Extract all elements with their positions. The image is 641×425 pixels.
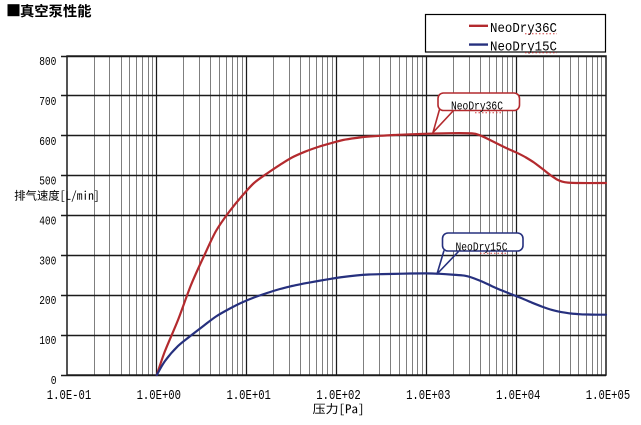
svg-text:400: 400 bbox=[39, 215, 56, 229]
svg-text:NeoDry36C: NeoDry36C bbox=[490, 21, 557, 37]
svg-text:1.0E+05: 1.0E+05 bbox=[586, 389, 630, 404]
svg-text:700: 700 bbox=[39, 95, 56, 109]
svg-text:100: 100 bbox=[39, 334, 56, 348]
svg-text:500: 500 bbox=[39, 175, 56, 189]
svg-text:1.0E-01: 1.0E-01 bbox=[47, 389, 91, 404]
svg-text:1.0E+02: 1.0E+02 bbox=[316, 389, 360, 404]
svg-text:NeoDry36C: NeoDry36C bbox=[451, 101, 503, 114]
svg-text:1.0E+04: 1.0E+04 bbox=[496, 389, 540, 404]
svg-text:600: 600 bbox=[39, 135, 56, 149]
svg-text:NeoDry15C: NeoDry15C bbox=[490, 40, 557, 56]
svg-text:1.0E+01: 1.0E+01 bbox=[227, 389, 271, 404]
svg-text:800: 800 bbox=[39, 55, 56, 69]
svg-text:200: 200 bbox=[39, 294, 56, 308]
svg-text:0: 0 bbox=[51, 374, 57, 388]
svg-text:1.0E+03: 1.0E+03 bbox=[406, 389, 450, 404]
svg-text:1.0E+00: 1.0E+00 bbox=[137, 389, 181, 404]
svg-text:NeoDry15C: NeoDry15C bbox=[456, 241, 508, 254]
svg-text:300: 300 bbox=[39, 254, 56, 268]
